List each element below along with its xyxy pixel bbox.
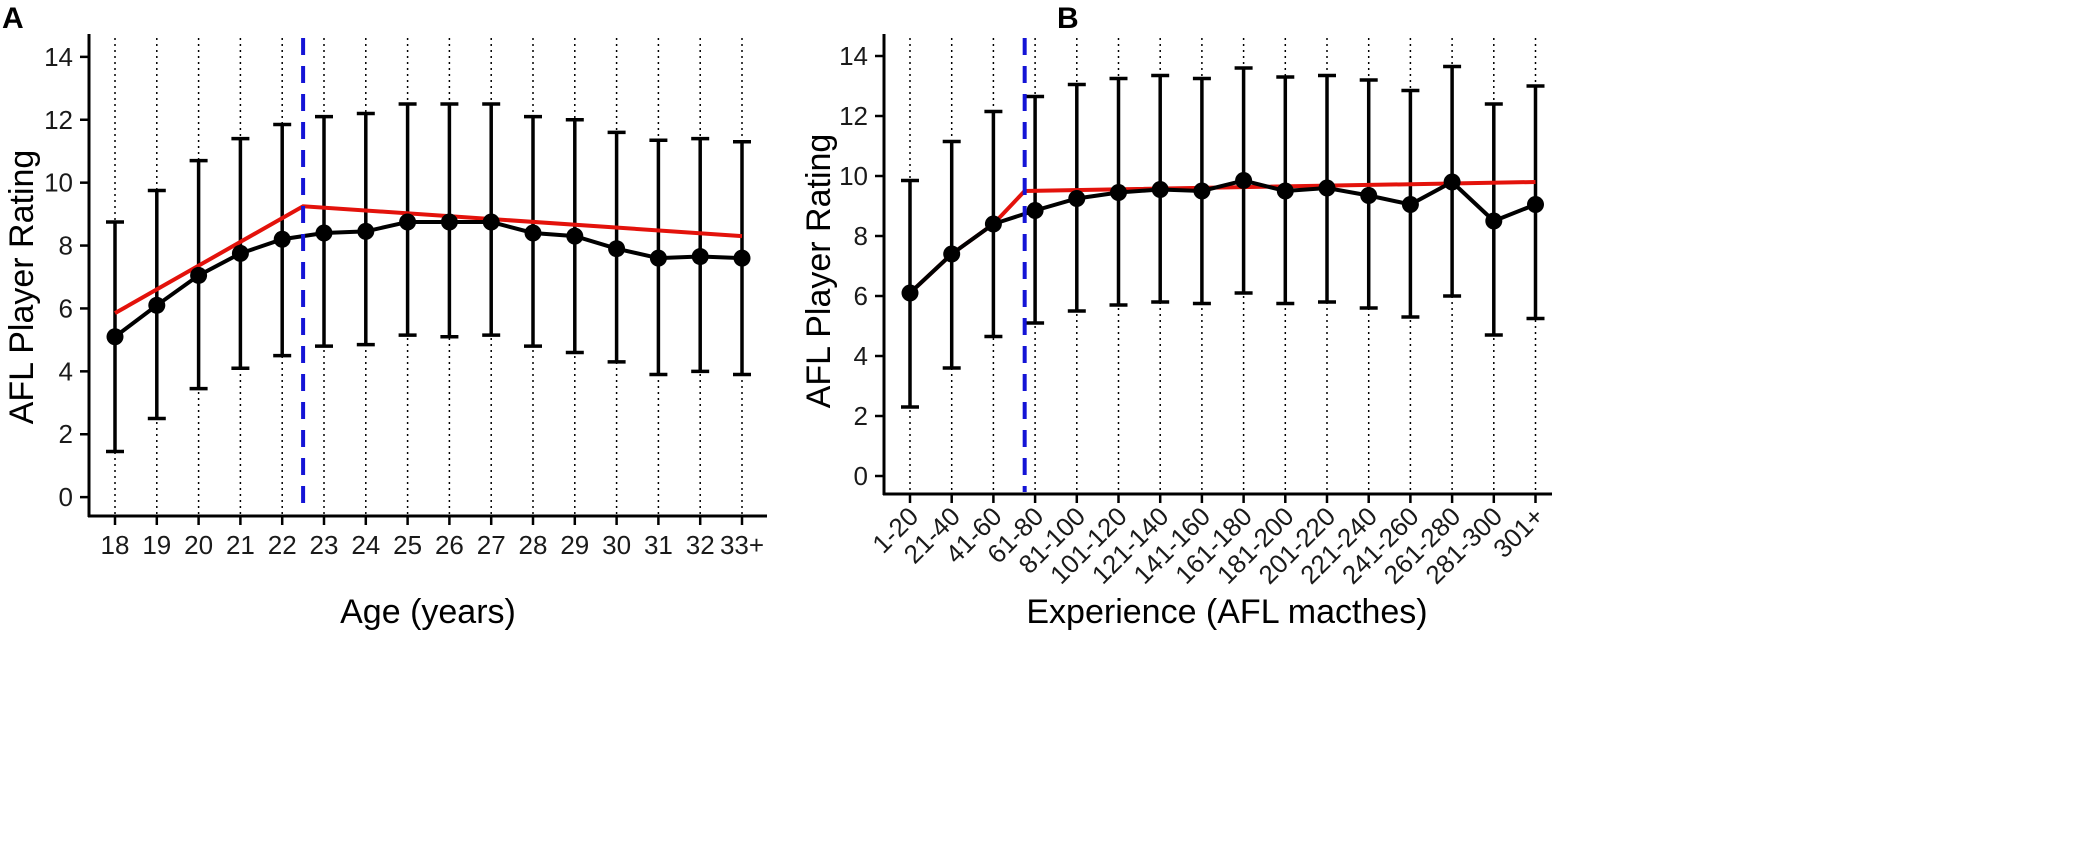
panel-label-a: A bbox=[2, 2, 24, 35]
panel-b-y-tick-label: 10 bbox=[839, 161, 868, 191]
panel-a-data-point bbox=[566, 227, 584, 245]
panel-a-x-tick-label: 28 bbox=[519, 530, 548, 560]
panel-b-data-point bbox=[984, 215, 1002, 233]
panel-a-observed-line bbox=[113, 219, 743, 339]
panel-b-data-point bbox=[1110, 184, 1127, 201]
panel-a-y-tick-label: 4 bbox=[59, 356, 73, 386]
panel-a-data-point bbox=[440, 213, 458, 231]
panel-a-x-axis-title: Age (years) bbox=[340, 593, 516, 631]
panel-a-y-tick-label: 14 bbox=[44, 42, 73, 72]
panel-b-data-point bbox=[943, 245, 961, 263]
panel-b-model-fit-line bbox=[908, 180, 1536, 295]
panel-b-data-point bbox=[1485, 212, 1503, 230]
panel-a-y-tick-label: 6 bbox=[59, 293, 73, 323]
panel-a-data-point bbox=[691, 248, 709, 266]
panel-b-y-tick-label: 12 bbox=[839, 101, 868, 131]
panel-a-x-tick-label: 33+ bbox=[720, 530, 764, 560]
panel-b-y-tick-label: 0 bbox=[854, 461, 868, 491]
panel-a-y-tick-label: 10 bbox=[44, 168, 73, 198]
panel-b-y-tick-label: 6 bbox=[854, 281, 868, 311]
panel-a-data-point bbox=[357, 222, 375, 240]
panel-a-x-tick-label: 18 bbox=[101, 530, 130, 560]
panel-b-y-tick-label: 14 bbox=[839, 41, 868, 71]
panel-a-x-tick-label: 20 bbox=[184, 530, 213, 560]
plot-panel-b: 024681012141-2021-4041-6061-8081-100101-… bbox=[800, 34, 1552, 631]
panel-a-y-tick-label: 8 bbox=[59, 231, 73, 261]
panel-a-data-point bbox=[315, 224, 333, 242]
panel-a-y-axis-title: AFL Player Rating bbox=[3, 150, 41, 425]
panel-b-data-point bbox=[901, 284, 919, 302]
panel-a-x-tick-label: 19 bbox=[142, 530, 171, 560]
panel-a-x-tick-label: 22 bbox=[268, 530, 297, 560]
panel-a-x-tick-label: 27 bbox=[477, 530, 506, 560]
panel-b-observed-line bbox=[908, 178, 1537, 295]
panel-a-data-point bbox=[649, 249, 667, 267]
panel-b-x-axis-title: Experience (AFL macthes) bbox=[1026, 593, 1427, 631]
panel-b-data-point bbox=[1026, 202, 1044, 219]
panel-b-data-point bbox=[1401, 196, 1419, 213]
panel-a-x-tick-label: 23 bbox=[310, 530, 339, 560]
panel-b-data-point bbox=[1527, 196, 1544, 213]
panel-a-data-point bbox=[733, 249, 751, 267]
panel-b-data-point bbox=[1151, 181, 1169, 198]
panel-a-data-point bbox=[231, 244, 249, 262]
panel-b-data-point bbox=[1068, 190, 1086, 207]
panel-b-data-point bbox=[1360, 187, 1378, 204]
panel-a-x-tick-label: 25 bbox=[393, 530, 422, 560]
panel-a-x-tick-label: 24 bbox=[351, 530, 380, 560]
panel-a-x-tick-label: 30 bbox=[602, 530, 631, 560]
panel-a-x-tick-label: 32 bbox=[686, 530, 715, 560]
panel-b-data-point bbox=[1276, 182, 1294, 200]
panel-a-data-point bbox=[273, 230, 291, 248]
panel-a-x-tick-label: 26 bbox=[435, 530, 464, 560]
panel-a-data-point bbox=[482, 213, 500, 231]
panel-b-y-tick-label: 4 bbox=[854, 341, 868, 371]
panel-b-x-tick-label: 301+ bbox=[1487, 501, 1550, 564]
panel-b-data-point bbox=[1193, 182, 1211, 200]
panel-b-data-point bbox=[1443, 173, 1461, 191]
panel-a-data-point bbox=[524, 224, 542, 242]
panel-a-data-point bbox=[106, 328, 124, 346]
panel-a-x-tick-label: 31 bbox=[644, 530, 673, 560]
panel-b-y-axis-title: AFL Player Rating bbox=[800, 134, 838, 409]
panel-a-data-point bbox=[148, 296, 166, 314]
panel-b-y-tick-label: 2 bbox=[854, 401, 868, 431]
panel-a-data-point bbox=[399, 213, 417, 231]
panel-a-y-tick-label: 12 bbox=[44, 105, 73, 135]
panel-b-data-point bbox=[1235, 172, 1253, 189]
panel-b-data-point bbox=[1318, 179, 1336, 197]
panel-a-y-tick-label: 0 bbox=[59, 482, 73, 512]
panel-a-x-tick-label: 21 bbox=[226, 530, 255, 560]
panel-a-data-point bbox=[608, 240, 626, 258]
panel-label-b: B bbox=[1057, 2, 1079, 35]
panel-a-data-point bbox=[190, 266, 208, 284]
panel-a-x-tick-label: 29 bbox=[560, 530, 589, 560]
panel-b-y-tick-label: 8 bbox=[854, 221, 868, 251]
panel-a-y-tick-label: 2 bbox=[59, 419, 73, 449]
